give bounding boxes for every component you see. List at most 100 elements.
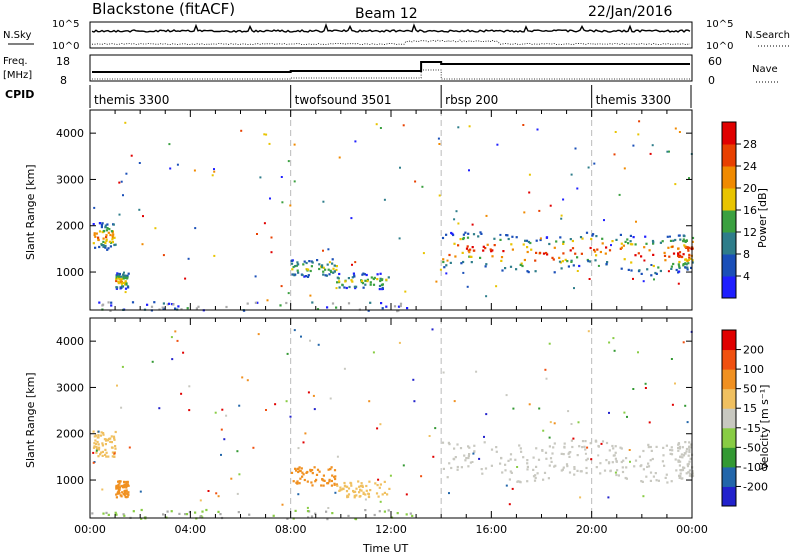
data-cell [605,441,609,445]
data-cell [584,440,587,443]
data-cell [661,460,664,463]
data-cell [439,268,442,271]
data-cell [93,445,96,448]
data-cell [364,493,367,496]
data-cell [687,262,690,265]
data-cell [612,454,615,457]
data-cell [528,403,531,406]
colorbar-tick-label: 24 [743,160,757,173]
data-cell [594,440,597,443]
data-cell [687,454,690,457]
data-cell [490,448,494,451]
data-cell [103,229,106,233]
data-cell [376,273,379,276]
data-cell [350,484,353,487]
data-cell [343,286,346,289]
data-cell [116,272,119,275]
data-cell [184,277,187,280]
data-cell [122,513,125,516]
data-cell [585,466,588,470]
data-cell [377,478,380,481]
data-cell [527,240,530,244]
data-cell [691,474,695,477]
data-cell [679,475,682,478]
data-cell [172,303,175,306]
data-cell [683,244,686,247]
data-cell [115,286,118,289]
data-cell [376,484,379,487]
data-cell [659,269,662,273]
data-cell [576,256,579,259]
data-cell [107,231,110,234]
data-cell [555,240,558,243]
data-cell [548,436,551,439]
data-cell [558,256,561,259]
colorbar-swatch [722,276,736,299]
data-cell [359,495,362,498]
data-cell [688,177,690,180]
data-cell [687,258,690,261]
data-cell [680,453,683,456]
data-cell [125,489,128,492]
data-cell [368,400,371,403]
data-cell [238,473,241,476]
data-cell [350,279,353,282]
data-cell [622,244,625,247]
data-cell [124,280,127,283]
data-cell [397,309,400,312]
data-cell [550,460,553,463]
data-cell [446,476,449,479]
data-cell [576,454,579,457]
data-cell [689,257,692,260]
data-cell [664,476,667,479]
data-cell [238,404,241,407]
data-cell [317,343,320,346]
data-cell [627,268,630,271]
colorbar-tick-label: 4 [743,270,750,283]
data-cell [323,479,326,482]
data-cell [97,443,100,446]
data-cell [113,437,116,440]
data-cell [378,284,382,288]
data-cell [463,454,466,457]
data-cell [311,472,314,475]
data-cell [294,273,297,276]
data-cell [654,271,657,275]
data-cell [679,472,682,475]
cpid-segment-label: themis 3300 [94,93,169,107]
data-cell [362,491,365,494]
data-cell [635,220,637,223]
data-cell [330,484,333,487]
data-cell [671,449,674,452]
data-cell [536,128,539,131]
data-cell [381,493,384,496]
data-cell [304,432,307,435]
data-cell [567,410,570,413]
data-cell [398,237,401,240]
data-cell [326,482,329,485]
data-cell [106,439,110,442]
data-cell [468,169,470,172]
data-cell [576,187,579,190]
data-cell [111,236,114,239]
data-cell [113,438,116,441]
nave-line [92,69,690,80]
data-cell [456,468,459,471]
data-cell [549,457,553,460]
data-cell [119,494,122,497]
data-cell [101,304,104,307]
data-cell [113,236,116,239]
data-cell [657,479,660,482]
data-cell [316,259,319,262]
data-cell [330,270,333,274]
data-cell [297,493,300,496]
data-cell [318,263,321,266]
data-cell [358,491,361,494]
data-cell [246,379,249,382]
data-cell [493,237,496,240]
data-cell [126,492,129,496]
power-colorbar-label: Power [dB] [756,188,769,248]
data-cell [127,484,130,487]
data-cell [97,436,100,439]
data-cell [515,268,518,271]
